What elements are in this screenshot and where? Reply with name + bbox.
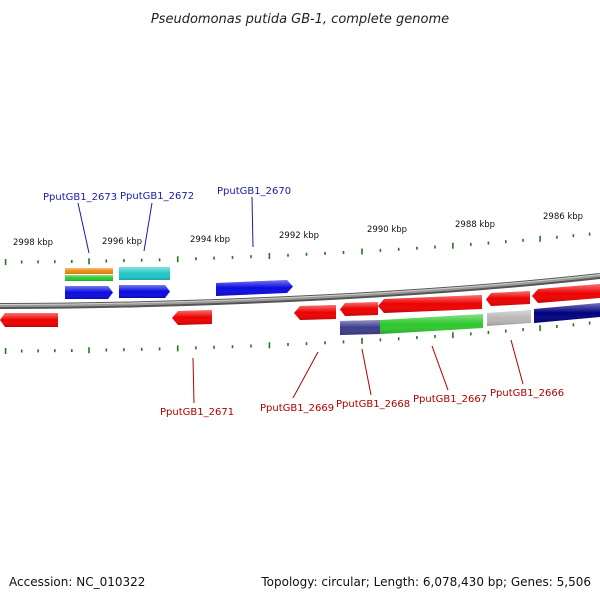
upper-scale-ticks: [4, 232, 591, 265]
leader-2668: [361, 348, 372, 396]
reverse-gene-labels: PputGB1_2671 PputGB1_2669 PputGB1_2668 P…: [160, 388, 564, 418]
gene-label-2672[interactable]: PputGB1_2672: [120, 191, 194, 202]
scale-label-2994: 2994 kbp: [190, 235, 230, 245]
leader-2669: [292, 351, 319, 399]
gene-arrow-2673[interactable]: [65, 286, 113, 299]
gene-label-2671[interactable]: PputGB1_2671: [160, 407, 234, 418]
scale-label-2996: 2996 kbp: [102, 237, 142, 247]
gene-arrow-2671[interactable]: [172, 310, 212, 325]
scale-label-2988: 2988 kbp: [455, 220, 495, 230]
lower-scale-ticks: [4, 321, 591, 354]
gene-arrow-red-right[interactable]: [532, 284, 600, 303]
feature-green-2667[interactable]: [380, 314, 483, 334]
gene-arrow-2672[interactable]: [119, 285, 170, 298]
leader-2667: [431, 345, 449, 391]
feature-darkblue-right[interactable]: [534, 303, 600, 323]
gene-arrow-2669[interactable]: [294, 305, 336, 320]
feature-orange-2673[interactable]: [65, 268, 113, 274]
forward-gene-labels: PputGB1_2673 PputGB1_2672 PputGB1_2670: [43, 186, 291, 203]
scale-label-2998: 2998 kbp: [13, 238, 53, 248]
forward-features: [65, 267, 293, 299]
gene-arrow-red-left[interactable]: [0, 313, 58, 327]
feature-green-2673[interactable]: [65, 275, 113, 281]
genome-summary-text: Topology: circular; Length: 6,078,430 bp…: [260, 575, 591, 589]
gene-arrow-2666[interactable]: [486, 291, 530, 306]
leader-2673: [77, 202, 90, 254]
leader-2670: [251, 196, 254, 248]
scale-labels: 2998 kbp 2996 kbp 2994 kbp 2992 kbp 2990…: [13, 212, 583, 248]
gene-arrow-2670[interactable]: [216, 280, 293, 296]
scale-label-2990: 2990 kbp: [367, 225, 407, 235]
gene-label-2666[interactable]: PputGB1_2666: [490, 388, 564, 399]
leader-lines: [77, 196, 524, 404]
gene-label-2668[interactable]: PputGB1_2668: [336, 399, 410, 410]
reverse-features: [0, 284, 600, 335]
gene-arrow-2668-a[interactable]: [340, 302, 378, 316]
genome-backbone: [0, 273, 600, 309]
leader-2671: [192, 357, 195, 404]
gene-label-2667[interactable]: PputGB1_2667: [413, 394, 487, 405]
feature-cyan-2672[interactable]: [119, 267, 170, 280]
accession-text: Accession: NC_010322: [9, 575, 145, 589]
map-title: Pseudomonas putida GB-1, complete genome: [151, 12, 449, 27]
feature-gray-2666[interactable]: [487, 310, 531, 326]
feature-slate-2668[interactable]: [340, 320, 380, 335]
scale-label-2992: 2992 kbp: [279, 231, 319, 241]
gene-label-2670[interactable]: PputGB1_2670: [217, 186, 291, 197]
gene-label-2669[interactable]: PputGB1_2669: [260, 403, 334, 414]
gene-arrow-2667[interactable]: [378, 295, 482, 313]
leader-2672: [143, 202, 153, 252]
scale-label-2986: 2986 kbp: [543, 212, 583, 222]
gene-label-2673[interactable]: PputGB1_2673: [43, 192, 117, 203]
leader-2666: [510, 339, 524, 385]
